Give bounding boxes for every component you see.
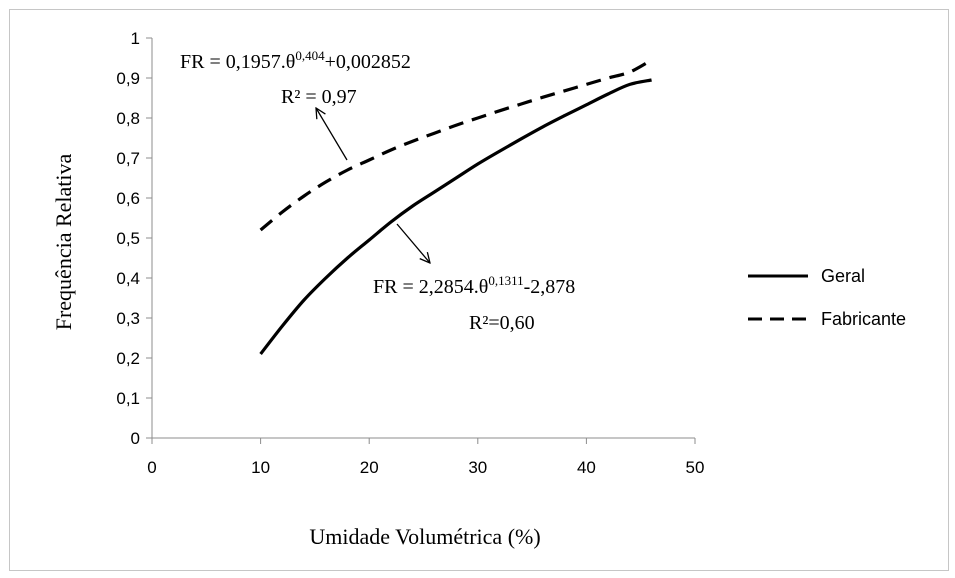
geral-r2: R²=0,60 — [469, 312, 535, 334]
x-axis-title: Umidade Volumétrica (%) — [309, 524, 540, 549]
fabricante-r2: R² = 0,97 — [281, 86, 357, 108]
y-tick-label: 1 — [131, 29, 140, 48]
y-tick-label: 0,6 — [116, 189, 140, 208]
legend-label-fabricante: Fabricante — [821, 309, 906, 329]
y-tick-label: 0,3 — [116, 309, 140, 328]
svg-text:FR = 0,1957.θ0,404+0,002852: FR = 0,1957.θ0,404+0,002852 — [180, 48, 411, 73]
y-tick-label: 0,9 — [116, 69, 140, 88]
svg-text:FR = 2,2854.θ0,1311-2,878: FR = 2,2854.θ0,1311-2,878 — [373, 273, 575, 298]
fabricante-eq-base: FR = 0,1957.θ — [180, 51, 295, 73]
geral-eq-exponent: 0,1311 — [488, 273, 523, 288]
x-tick-label: 10 — [251, 458, 270, 477]
geral-eq-base: FR = 2,2854.θ — [373, 276, 488, 298]
plot-area: 00,10,20,30,40,50,60,70,80,910 10 20 30 40 50 — [116, 29, 704, 477]
geral-annotation-arrow — [396, 223, 430, 263]
y-tick-label: 0,5 — [116, 229, 140, 248]
y-tick-label: 0,7 — [116, 149, 140, 168]
fabricante-equation: FR = 0,1957.θ0,404+0,002852 R² = 0,97 — [180, 48, 411, 108]
y-tick-label: 0 — [131, 429, 140, 448]
fabricante-eq-exponent: 0,404 — [295, 48, 325, 63]
y-tick-label: 0,2 — [116, 349, 140, 368]
x-tick-label: 40 — [577, 458, 596, 477]
geral-equation: FR = 2,2854.θ0,1311-2,878 R²=0,60 — [373, 273, 575, 334]
x-tick-label: 50 — [686, 458, 705, 477]
legend-label-geral: Geral — [821, 266, 865, 286]
y-tick-label: 0,1 — [116, 389, 140, 408]
fabricante-annotation-arrow — [316, 108, 348, 161]
fabricante-eq-constant: +0,002852 — [325, 51, 411, 73]
x-tick-label: 0 — [147, 458, 156, 477]
geral-eq-constant: -2,878 — [524, 276, 576, 298]
series-line-geral — [259, 78, 652, 355]
series-line-fabricante — [259, 58, 653, 232]
legend: Geral Fabricante — [748, 266, 906, 329]
y-tick-label: 0,8 — [116, 109, 140, 128]
chart-frame — [9, 9, 949, 571]
y-tick-label: 0,4 — [116, 269, 140, 288]
x-tick-label: 20 — [360, 458, 379, 477]
x-tick-label: 30 — [468, 458, 487, 477]
y-axis-title: Frequência Relativa — [51, 154, 76, 331]
